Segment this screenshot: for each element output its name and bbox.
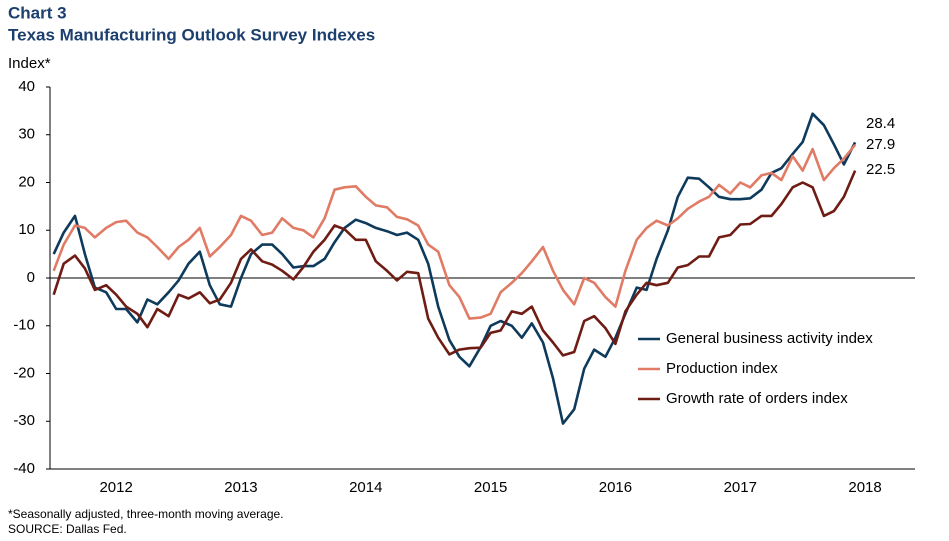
x-tick-label: 2017 — [724, 479, 757, 496]
end-label: 27.9 — [866, 136, 895, 153]
y-tick-label: -20 — [13, 364, 35, 381]
footnote: *Seasonally adjusted, three-month moving… — [8, 507, 284, 521]
end-label: 22.5 — [866, 161, 895, 178]
x-tick-label: 2016 — [599, 479, 632, 496]
end-label: 28.4 — [866, 115, 895, 132]
x-tick-label: 2015 — [474, 479, 507, 496]
series-line — [52, 112, 857, 425]
y-tick-label: -10 — [13, 317, 35, 334]
x-tick-label: 2018 — [848, 479, 881, 496]
source: SOURCE: Dallas Fed. — [8, 522, 127, 536]
y-tick-label: 30 — [18, 126, 35, 143]
y-tick-label: 0 — [27, 269, 35, 286]
legend-label: Production index — [666, 360, 778, 377]
y-tick-label: -30 — [13, 412, 35, 429]
series-line — [52, 143, 857, 320]
x-tick-label: 2013 — [224, 479, 257, 496]
legend-label: General business activity index — [666, 330, 873, 347]
chart-title: Chart 3 — [8, 3, 67, 22]
y-tick-label: 20 — [18, 173, 35, 190]
x-tick-label: 2014 — [349, 479, 382, 496]
y-axis-label: Index* — [8, 55, 51, 72]
legend-label: Growth rate of orders index — [666, 390, 848, 407]
y-tick-label: 40 — [18, 78, 35, 95]
y-tick-label: 10 — [18, 221, 35, 238]
series-line — [52, 170, 857, 357]
chart-subtitle: Texas Manufacturing Outlook Survey Index… — [8, 25, 375, 44]
x-tick-label: 2012 — [99, 479, 132, 496]
y-tick-label: -40 — [13, 460, 35, 477]
